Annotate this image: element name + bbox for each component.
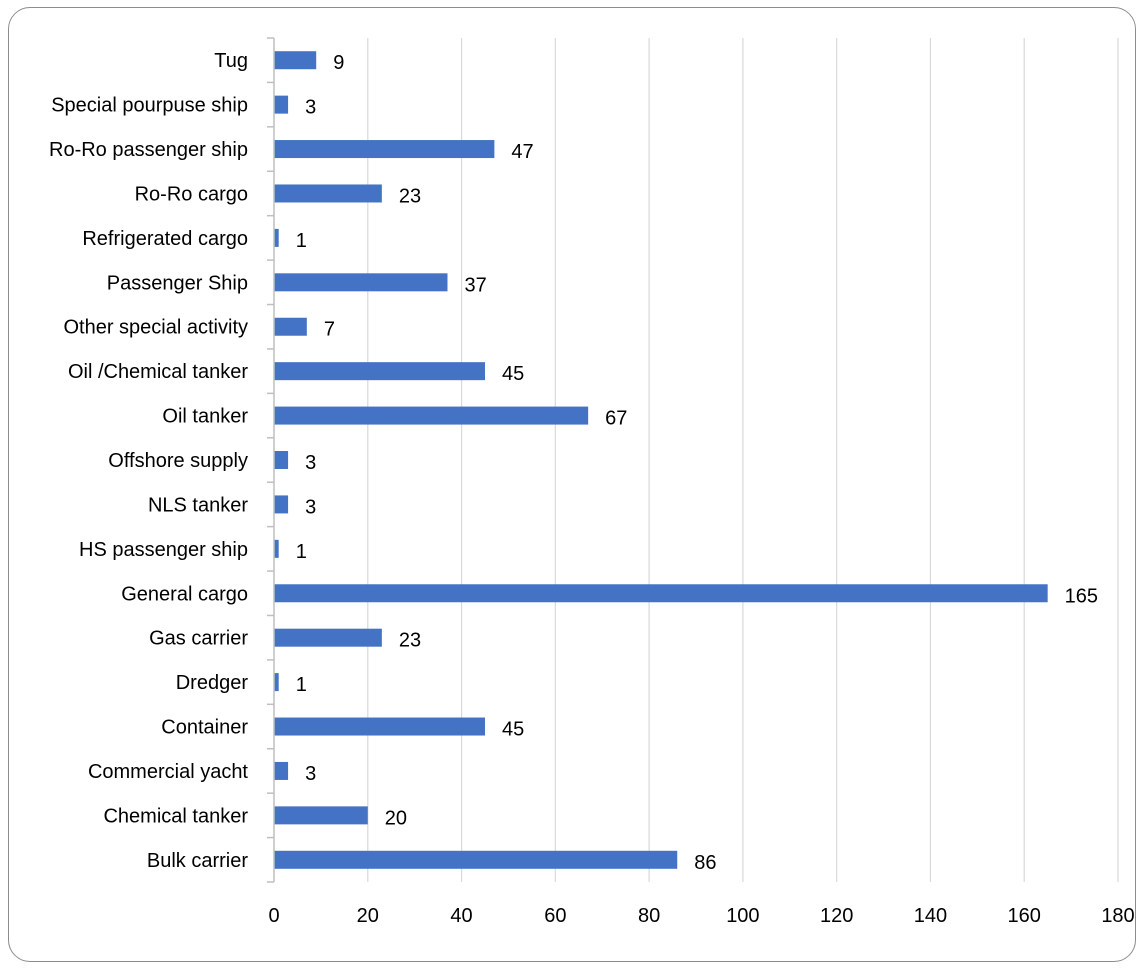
- category-label: HS passenger ship: [79, 539, 248, 561]
- x-tick-label: 180: [1101, 905, 1134, 927]
- category-label: Other special activity: [63, 317, 248, 339]
- category-label: Dredger: [176, 672, 249, 694]
- category-label: Refrigerated cargo: [82, 228, 248, 250]
- category-label: Gas carrier: [149, 628, 248, 650]
- category-label: Chemical tanker: [103, 805, 248, 827]
- bars: [274, 51, 1048, 869]
- gridlines: [367, 38, 1119, 882]
- category-label: Ro-Ro passenger ship: [49, 139, 248, 161]
- bar: [274, 673, 279, 692]
- category-label: NLS tanker: [148, 494, 248, 516]
- category-label: Passenger Ship: [107, 272, 248, 294]
- bar: [274, 717, 485, 736]
- data-label: 67: [605, 408, 627, 430]
- data-label: 37: [464, 274, 486, 296]
- data-label: 45: [502, 719, 524, 741]
- bar: [274, 228, 279, 247]
- bar: [274, 761, 289, 780]
- category-label: Container: [161, 717, 248, 739]
- data-label: 3: [305, 763, 316, 785]
- x-tick-label: 100: [726, 905, 759, 927]
- bar: [274, 850, 678, 869]
- category-label: Special pourpuse ship: [51, 95, 248, 117]
- bar: [274, 806, 368, 825]
- data-label: 47: [511, 141, 533, 163]
- chart-frame: [8, 7, 1136, 962]
- data-label: 23: [399, 185, 421, 207]
- x-tick-label: 80: [638, 905, 660, 927]
- data-label: 3: [305, 496, 316, 518]
- category-label: Ro-Ro cargo: [135, 183, 248, 205]
- category-label: Offshore supply: [108, 450, 248, 472]
- category-label: General cargo: [121, 583, 248, 605]
- x-tick-label: 40: [450, 905, 472, 927]
- x-tick-label: 160: [1008, 905, 1041, 927]
- bar: [274, 362, 485, 381]
- data-label: 7: [324, 319, 335, 341]
- data-label: 20: [385, 807, 407, 829]
- category-label: Tug: [214, 50, 248, 72]
- category-label: Bulk carrier: [147, 850, 248, 872]
- data-label: 1: [296, 674, 307, 696]
- category-label: Commercial yacht: [88, 761, 248, 783]
- bar: [274, 539, 279, 558]
- bar: [274, 451, 289, 469]
- bar: [274, 628, 382, 647]
- x-tick-label: 20: [357, 905, 379, 927]
- data-label: 86: [694, 852, 716, 874]
- data-label: 3: [305, 452, 316, 474]
- category-label: Oil /Chemical tanker: [68, 361, 248, 383]
- bar: [274, 273, 448, 292]
- bar: [274, 184, 382, 203]
- bar: [274, 51, 317, 70]
- bar: [274, 317, 307, 336]
- data-label: 23: [399, 630, 421, 652]
- bar: [274, 584, 1048, 603]
- x-tick-label: 120: [820, 905, 853, 927]
- bar: [274, 140, 495, 159]
- data-label: 3: [305, 97, 316, 119]
- category-axis: [267, 37, 275, 883]
- data-label: 165: [1065, 585, 1098, 607]
- data-label: 9: [333, 52, 344, 74]
- x-tick-label: 140: [914, 905, 947, 927]
- data-label: 1: [296, 541, 307, 563]
- data-label: 1: [296, 230, 307, 252]
- category-label: Oil tanker: [162, 406, 248, 428]
- bar: [274, 495, 289, 514]
- x-tick-label: 60: [544, 905, 566, 927]
- data-label: 45: [502, 363, 524, 385]
- bar: [274, 406, 589, 425]
- x-tick-label: 0: [268, 905, 279, 927]
- bar: [274, 95, 289, 114]
